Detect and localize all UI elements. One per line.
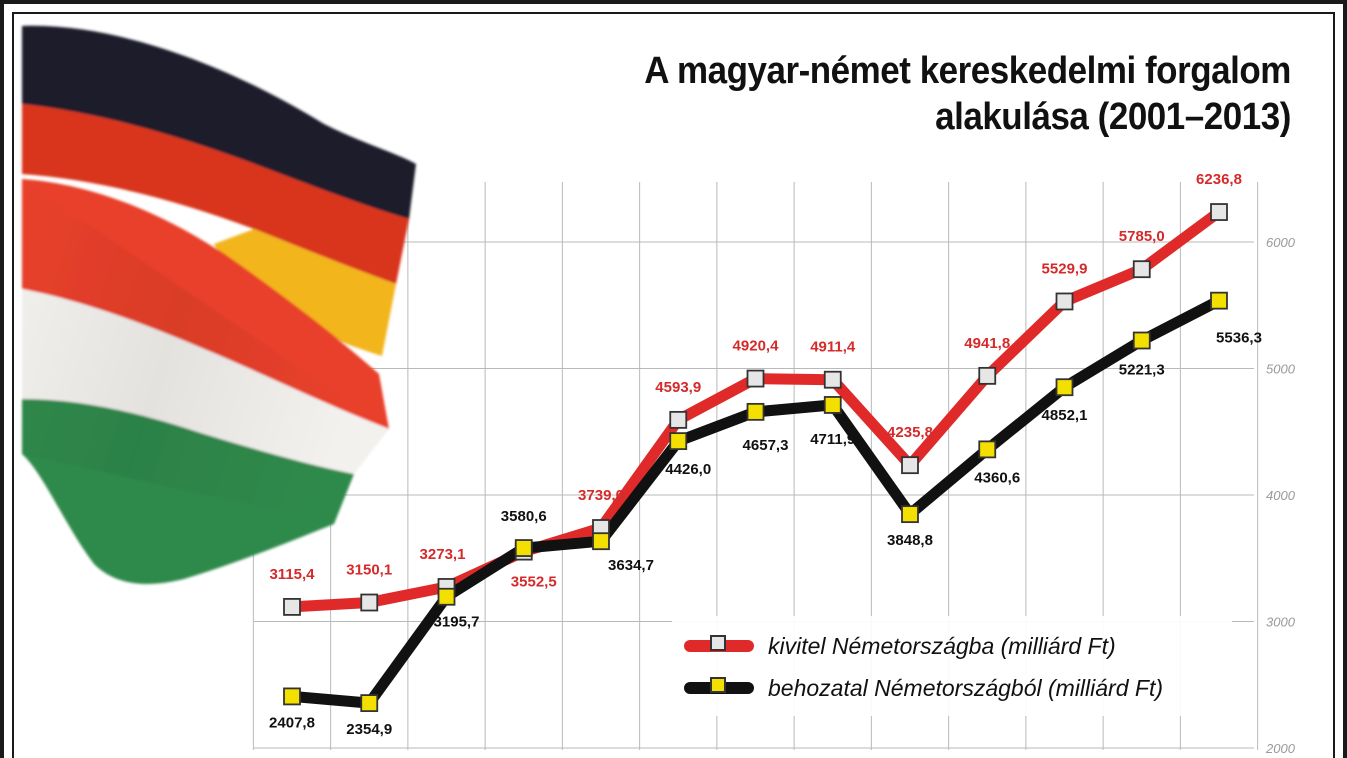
y-tick-label: 4000: [1266, 488, 1296, 503]
data-label-import: 5536,3: [1216, 330, 1262, 347]
legend: kivitel Németországba (milliárd Ft) beho…: [672, 616, 1232, 716]
marker-import: [592, 532, 610, 551]
marker-export: [1210, 203, 1228, 221]
germany-flag-icon: [22, 25, 416, 356]
data-label-import: 3195,7: [434, 614, 480, 631]
hungary-flag-icon: [22, 179, 389, 584]
data-label-import: 3580,6: [501, 508, 547, 525]
chart-title: A magyar-német kereskedelmi forgalom ala…: [644, 48, 1291, 140]
marker-export: [283, 598, 301, 616]
data-label-export: 4593,9: [655, 379, 701, 396]
y-tick-label: 6000: [1266, 235, 1296, 250]
legend-line-import: [684, 677, 754, 694]
data-label-export: 3115,4: [269, 566, 315, 583]
marker-import: [978, 440, 997, 459]
data-label-import: 3634,7: [608, 557, 654, 574]
data-label-export: 3150,1: [346, 562, 392, 579]
legend-label-export: kivitel Németországba (milliárd Ft): [768, 632, 1116, 659]
chart-title-line-1: A magyar-német kereskedelmi forgalom: [644, 50, 1291, 92]
marker-export: [978, 366, 997, 385]
chart-title-line-2: alakulása (2001–2013): [935, 96, 1291, 138]
legend-item-import: behozatal Németországból (milliárd Ft): [684, 670, 1163, 706]
marker-import: [1132, 331, 1151, 350]
marker-import: [1210, 291, 1228, 310]
data-label-export: 5785,0: [1119, 228, 1165, 245]
data-label-export: 4920,4: [733, 338, 780, 355]
series-markers: [283, 203, 1228, 713]
marker-import: [360, 694, 379, 713]
data-label-export: 4911,4: [810, 339, 856, 356]
data-label-export: 4235,8: [887, 424, 933, 441]
data-labels: 3115,4 3150,1 3273,1 3552,5 3739,0 4593,9 4920…: [269, 171, 1262, 738]
data-label-import: 4657,3: [743, 437, 789, 454]
legend-line-export: [684, 635, 754, 652]
marker-import: [283, 687, 301, 706]
y-tick-label: 2000: [1265, 741, 1296, 756]
legend-marker-export: [710, 635, 726, 651]
data-label-export: 4941,8: [964, 335, 1010, 352]
marker-import: [901, 505, 919, 524]
data-label-import: 4360,6: [974, 469, 1020, 486]
legend-marker-import: [710, 677, 726, 693]
data-label-export: 5529,9: [1042, 260, 1088, 277]
data-label-import: 4426,0: [665, 461, 711, 478]
data-label-import: 4852,1: [1042, 407, 1088, 424]
marker-import: [669, 432, 688, 451]
marker-export: [1055, 292, 1074, 311]
data-label-import: 5221,3: [1119, 362, 1165, 379]
marker-import: [823, 396, 842, 414]
marker-export: [746, 369, 765, 388]
data-label-import: 3848,8: [887, 532, 933, 549]
marker-export: [901, 456, 919, 475]
marker-export: [823, 370, 842, 389]
legend-item-export: kivitel Németországba (milliárd Ft): [684, 628, 1116, 664]
data-label-import: 4711,9: [810, 431, 855, 448]
marker-import: [514, 539, 533, 557]
chart-inner-border: [12, 12, 1335, 758]
marker-import: [1055, 378, 1074, 397]
data-label-import: 2354,9: [346, 721, 392, 738]
marker-export: [1132, 260, 1151, 279]
marker-export: [360, 593, 379, 612]
legend-label-import: behozatal Németországból (milliárd Ft): [768, 674, 1163, 701]
y-tick-label: 5000: [1266, 362, 1296, 377]
y-tick-label: 3000: [1266, 615, 1296, 630]
data-label-import: 2407,8: [269, 714, 315, 731]
data-label-export: 3552,5: [511, 574, 557, 591]
data-label-export: 6236,8: [1196, 171, 1242, 188]
flags-illustration: [22, 25, 416, 584]
data-label-export: 3739,0: [578, 487, 624, 504]
y-axis-ticks: 2000 3000 4000 5000 6000: [1265, 235, 1296, 756]
marker-import: [746, 402, 765, 421]
marker-import: [437, 587, 456, 606]
marker-export: [669, 410, 688, 429]
data-label-export: 3273,1: [420, 546, 466, 563]
